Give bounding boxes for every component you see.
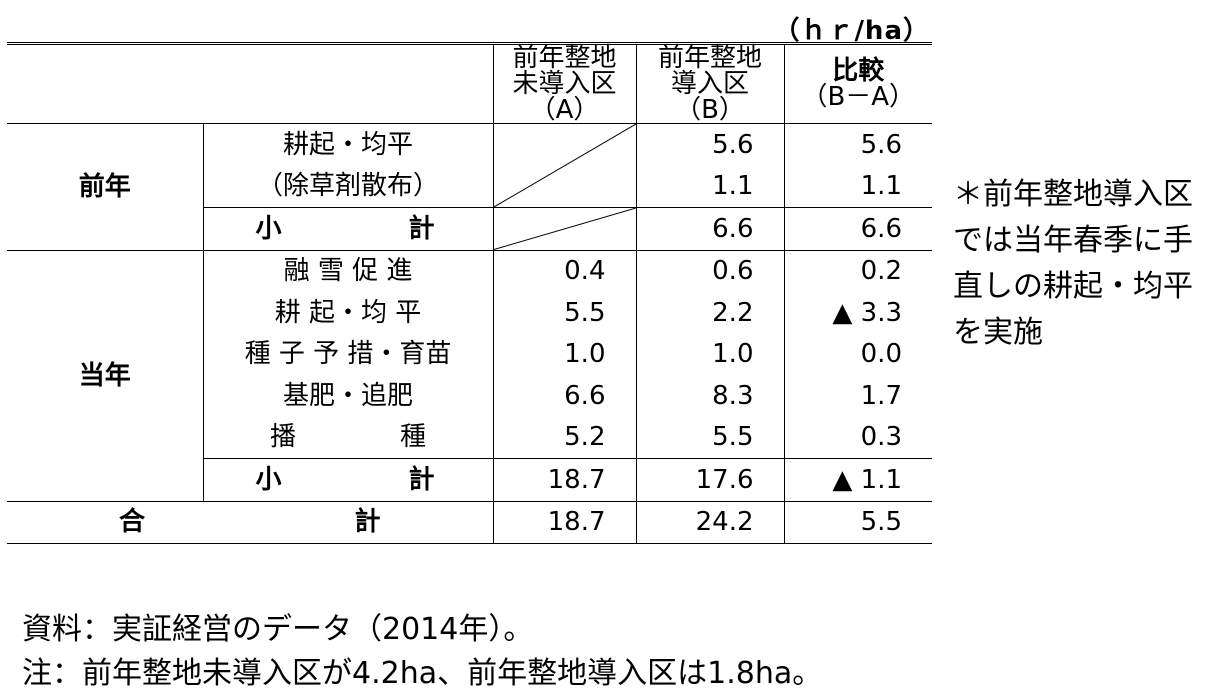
total-b: 24.2 [635, 501, 784, 544]
side-note: ＊前年整地導入区では当年春季に手直しの耕起・均平を実施 [953, 177, 1193, 350]
curr-a: 5.5 [492, 292, 636, 334]
curr-a: 6.6 [492, 375, 636, 417]
diagonal-line [494, 124, 636, 207]
table-header-row: 前年整地 未導入区 （A） 前年整地 導入区 （B） 比較 （B－A） [7, 42, 932, 124]
prev-item-line1: 耕起・均平 [202, 123, 493, 166]
table-row: 小 計 18.7 17.6 ▲ 1.1 [7, 458, 932, 502]
curr-item: 種 子 予 措・育苗 [202, 333, 493, 375]
curr-item: 基肥・追肥 [202, 375, 493, 417]
prev-subtotal-label: 小 計 [202, 207, 493, 251]
curr-subtotal-a: 18.7 [492, 458, 636, 502]
slash-cell-2 [492, 207, 636, 251]
header-blank [7, 42, 493, 124]
curr-c: 0.3 [783, 416, 932, 459]
group-label-prev: 前年 [7, 123, 203, 251]
curr-b: 2.2 [635, 292, 784, 334]
table-row: 当年 融 雪 促 進 0.4 0.6 0.2 [7, 250, 932, 502]
total-row: 合 計 18.7 24.2 5.5 [7, 501, 932, 544]
curr-c: 1.7 [783, 375, 932, 417]
prev-subtotal-c: 6.6 [783, 207, 932, 251]
slash-cell-1 [492, 123, 636, 208]
table-row: 小 計 6.6 6.6 [7, 207, 932, 251]
curr-a: 5.2 [492, 416, 636, 459]
curr-b: 8.3 [635, 375, 784, 417]
group-label-curr: 当年 [7, 250, 203, 502]
table-row: 前年 耕起・均平 5.6 5.6 [7, 123, 932, 251]
prev-item-line2: （除草剤散布） [202, 165, 493, 208]
prev-item-c2: 1.1 [783, 165, 932, 208]
header-col-a: 前年整地 未導入区 （A） [492, 42, 636, 124]
footnote: 注：前年整地未導入区が4.2ha、前年整地導入区は1.8ha。 [22, 656, 823, 691]
curr-b: 1.0 [635, 333, 784, 375]
labor-time-table: 前年整地 未導入区 （A） 前年整地 導入区 （B） 比較 （B－A） 前年 耕… [7, 42, 932, 544]
total-label: 合 計 [7, 501, 493, 544]
curr-a: 0.4 [492, 250, 636, 292]
curr-a: 1.0 [492, 333, 636, 375]
curr-b: 0.6 [635, 250, 784, 292]
unit-label: （ｈｒ/ha） [773, 16, 930, 46]
prev-item-b2: 1.1 [635, 165, 784, 208]
curr-c: ▲ 3.3 [783, 292, 932, 334]
curr-c: 0.0 [783, 333, 932, 375]
header-col-b: 前年整地 導入区 （B） [635, 42, 784, 124]
prev-item-b1: 5.6 [635, 123, 784, 166]
curr-subtotal-c: ▲ 1.1 [783, 458, 932, 502]
prev-item-c1: 5.6 [783, 123, 932, 166]
total-a: 18.7 [492, 501, 636, 544]
curr-item: 耕 起・均 平 [202, 292, 493, 334]
source-note: 資料：実証経営のデータ（2014年）。 [22, 612, 534, 647]
total-c: 5.5 [783, 501, 932, 544]
table-row: 基肥・追肥 6.6 8.3 1.7 [7, 375, 932, 417]
table-row: （除草剤散布） 1.1 1.1 [7, 165, 932, 208]
curr-b: 5.5 [635, 416, 784, 459]
diagonal-line [494, 208, 636, 250]
prev-subtotal-b: 6.6 [635, 207, 784, 251]
curr-item: 播 種 [202, 416, 493, 459]
curr-item: 融 雪 促 進 [202, 250, 493, 292]
curr-subtotal-b: 17.6 [635, 458, 784, 502]
header-col-c: 比較 （B－A） [783, 42, 932, 124]
table-row: 耕 起・均 平 5.5 2.2 ▲ 3.3 [7, 292, 932, 334]
table-row: 播 種 5.2 5.5 0.3 [7, 416, 932, 459]
curr-subtotal-label: 小 計 [202, 458, 493, 502]
table-row: 種 子 予 措・育苗 1.0 1.0 0.0 [7, 333, 932, 375]
curr-c: 0.2 [783, 250, 932, 292]
